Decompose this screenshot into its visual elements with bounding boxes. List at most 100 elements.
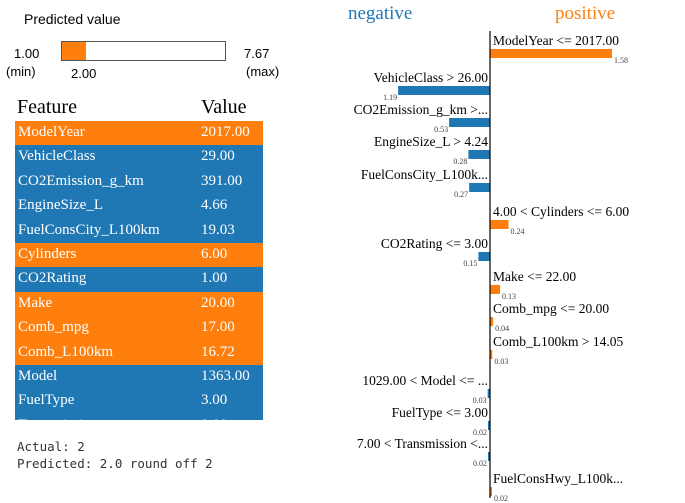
feature-name: EngineSize_L: [18, 197, 103, 214]
value-column-header: Value: [201, 96, 247, 118]
feature-condition-label: 7.00 < Transmission <...: [357, 436, 488, 451]
table-row: Make 20.00: [15, 291, 263, 317]
feature-value: 19.03: [201, 221, 235, 238]
predicted-value-bar: [61, 41, 226, 61]
value-label: 0.02: [494, 494, 508, 503]
value-label: 0.28: [453, 157, 467, 166]
bar: [469, 183, 490, 192]
feature-value: 17.00: [201, 319, 235, 336]
bar: [449, 118, 490, 127]
table-row: ModelYear 2017.00: [15, 121, 263, 146]
feature-value: 3.00: [201, 392, 228, 409]
feature-name: FuelType: [18, 392, 75, 409]
table-row: EngineSize_L 4.66: [15, 194, 263, 219]
feature-value: 1363.00: [201, 367, 250, 384]
predicted-max-label: (max): [246, 64, 280, 79]
value-label: 0.53: [434, 125, 448, 134]
table-row: Comb_L100km 16.72: [15, 340, 263, 365]
value-label: 1.19: [383, 93, 397, 102]
bar: [488, 421, 490, 430]
table-row: CO2Rating 1.00: [15, 267, 263, 292]
feature-value: 4.66: [201, 197, 228, 214]
value-label: 0.27: [454, 190, 468, 199]
table-row: Comb_mpg 17.00: [15, 316, 263, 341]
feature-name: Comb_L100km: [18, 343, 114, 360]
bar: [487, 389, 490, 398]
table-rows[interactable]: ModelYear 2017.00 VehicleClass 29.00 CO2Emis…: [15, 121, 263, 420]
feature-condition-label: VehicleClass > 26.00: [374, 70, 489, 85]
feature-value: 1.00: [201, 270, 228, 287]
bar: [478, 252, 490, 261]
feature-name: Cylinders: [18, 245, 77, 262]
feature-condition-label: ModelYear <= 2017.00: [493, 33, 619, 48]
value-label: 0.04: [495, 324, 509, 333]
bar: [488, 452, 490, 461]
feature-condition-label: Comb_L100km > 14.05: [493, 334, 623, 349]
value-label: 0.15: [463, 259, 477, 268]
feature-name: ModelYear: [18, 124, 85, 140]
value-label: 0.03: [473, 396, 487, 405]
bar: [490, 220, 509, 229]
predicted-min-value: 1.00: [14, 46, 40, 61]
feature-name: CO2Rating: [18, 270, 87, 287]
feature-condition-label: FuelConsCity_L100k...: [361, 167, 488, 182]
feature-name: FuelConsCity_L100km: [18, 221, 160, 238]
table-row: CO2Emission_g_km 391.00: [15, 169, 263, 195]
feature-name: Make: [18, 294, 53, 311]
feature-condition-label: FuelConsHwy_L100k...: [493, 471, 623, 486]
feature-condition-label: CO2Rating <= 3.00: [381, 236, 488, 251]
bar: [468, 150, 490, 159]
feature-column-header: Feature: [17, 96, 77, 118]
feature-value: 29.00: [201, 148, 235, 165]
actual-text: Actual: 2: [17, 439, 85, 454]
bar: [490, 487, 492, 496]
feature-condition-label: 4.00 < Cylinders <= 6.00: [493, 204, 629, 219]
value-label: 1.58: [614, 56, 628, 65]
table-row: FuelType 3.00: [15, 389, 263, 414]
feature-value: 20.00: [201, 294, 235, 311]
bar: [490, 285, 501, 294]
table-row: Model 1363.00: [15, 364, 263, 390]
negative-header: negative: [348, 3, 413, 24]
table-row: FuelConsCity_L100km 19.03: [15, 218, 263, 243]
bar: [490, 49, 612, 58]
feature-value: 16.72: [201, 343, 235, 360]
feature-name: Model: [18, 367, 58, 384]
bar: [398, 86, 490, 95]
feature-name: Comb_mpg: [18, 319, 89, 336]
predicted-value-title: Predicted value: [24, 11, 121, 27]
feature-value: 391.00: [201, 172, 243, 189]
feature-value: 2017.00: [201, 124, 250, 140]
predicted-text: Predicted: 2.0 round off 2: [17, 456, 213, 471]
value-label: 0.02: [473, 459, 487, 468]
table-row: VehicleClass 29.00: [15, 145, 263, 170]
positive-header: positive: [555, 3, 616, 24]
feature-value-table: Feature Value ModelYear 2017.00 VehicleCla…: [15, 96, 263, 420]
bar: [490, 350, 493, 359]
predicted-min-label: (min): [6, 64, 36, 79]
prediction-result: Actual: 2 Predicted: 2.0 round off 2: [17, 438, 213, 472]
feature-name: CO2Emission_g_km: [18, 172, 144, 189]
feature-condition-label: FuelType <= 3.00: [392, 405, 489, 420]
value-label: 0.03: [494, 357, 508, 366]
table-row: Transmission 9.00: [15, 413, 263, 420]
feature-value: 6.00: [201, 245, 228, 262]
feature-value: 9.00: [201, 417, 227, 420]
feature-condition-label: 1029.00 < Model <= ...: [362, 373, 488, 388]
value-label: 0.02: [473, 428, 487, 437]
table-row: Cylinders 6.00: [15, 242, 263, 268]
feature-condition-label: Make <= 22.00: [493, 269, 576, 284]
predicted-current-value: 2.00: [71, 66, 97, 81]
predicted-value-fill: [62, 42, 87, 60]
bar: [490, 317, 494, 326]
predicted-max-value: 7.67: [244, 46, 270, 61]
value-label: 0.24: [511, 227, 525, 236]
value-label: 0.13: [502, 292, 516, 301]
table-header: Feature Value: [15, 96, 263, 121]
feature-condition-label: Comb_mpg <= 20.00: [493, 301, 609, 316]
feature-name: Transmission: [18, 417, 98, 420]
feature-name: VehicleClass: [18, 148, 96, 165]
feature-condition-label: CO2Emission_g_km >...: [354, 102, 488, 117]
feature-condition-label: EngineSize_L > 4.24: [374, 134, 488, 149]
